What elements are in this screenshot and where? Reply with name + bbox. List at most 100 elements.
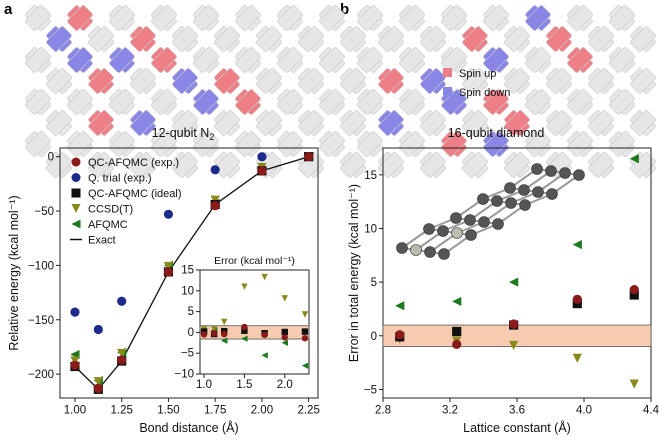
atom bbox=[532, 186, 544, 198]
atom bbox=[438, 248, 450, 260]
qubit-cross bbox=[483, 131, 509, 157]
qubit-cross bbox=[214, 110, 240, 136]
qubit-cross bbox=[462, 152, 488, 178]
y-tick-label: −5 bbox=[364, 384, 377, 396]
qubit-cross bbox=[214, 152, 240, 178]
qubit-cross bbox=[504, 26, 530, 52]
legend-entry: AFQMC bbox=[88, 219, 128, 231]
plot-frame bbox=[382, 147, 652, 399]
atom bbox=[504, 182, 516, 194]
qubit-cross bbox=[256, 68, 282, 94]
qubit-cross bbox=[88, 152, 114, 178]
qubit-cross bbox=[546, 26, 572, 52]
qubit-cross bbox=[67, 5, 93, 31]
x-axis-label: Bond distance (Å) bbox=[139, 420, 238, 435]
inset-title: Error (kcal mol⁻¹) bbox=[214, 255, 295, 267]
y-tick-label: −5 bbox=[181, 348, 194, 360]
qubit-cross bbox=[378, 152, 404, 178]
qubit-cross bbox=[193, 5, 219, 31]
atom bbox=[519, 199, 531, 211]
qubit-cross bbox=[504, 110, 530, 136]
qubit-cross bbox=[567, 47, 593, 73]
point-qc-afqmc-exp bbox=[572, 294, 582, 304]
qubit-cross bbox=[172, 26, 198, 52]
chart-a-inset: 1.0 1.5 2.0 15 10 5 0 −5 −10 Error (kcal mol⁻¹) bbox=[174, 255, 310, 391]
qubit-cross bbox=[235, 131, 261, 157]
point-qc-afqmc-exp bbox=[261, 331, 268, 339]
point-qc-afqmc-ideal bbox=[452, 326, 462, 337]
lattice-a bbox=[25, 5, 366, 178]
y-tick-label: 10 bbox=[181, 285, 194, 297]
qubit-cross bbox=[151, 89, 177, 115]
qubit-cross bbox=[46, 110, 72, 136]
caption-a: 12-qubit N2 bbox=[152, 126, 215, 142]
qubit-cross bbox=[630, 26, 656, 52]
qubit-cross bbox=[420, 26, 446, 52]
atom bbox=[478, 216, 490, 228]
atom bbox=[410, 244, 422, 256]
point-qc-afqmc-exp bbox=[304, 152, 314, 162]
qubit-cross bbox=[151, 131, 177, 157]
qubit-cross bbox=[151, 5, 177, 31]
atom bbox=[423, 223, 435, 235]
qubit-cross bbox=[357, 89, 383, 115]
legend-entry: Exact bbox=[88, 235, 116, 247]
atom bbox=[451, 227, 463, 239]
qubit-cross bbox=[588, 152, 614, 178]
spin-down-label: Spin down bbox=[459, 87, 510, 99]
atom bbox=[491, 195, 503, 207]
point-qc-afqmc-exp bbox=[257, 166, 267, 176]
atom bbox=[450, 212, 462, 224]
x-tick-label: 1.00 bbox=[64, 405, 86, 417]
x-tick-label: 1.75 bbox=[204, 405, 226, 417]
x-tick-label: 2.0 bbox=[277, 379, 293, 391]
qubit-cross bbox=[378, 26, 404, 52]
qubit-cross bbox=[546, 110, 572, 136]
qubit-cross bbox=[441, 131, 467, 157]
qubit-cross bbox=[319, 131, 345, 157]
qubit-cross bbox=[298, 110, 324, 136]
point-qc-afqmc-exp bbox=[452, 339, 462, 349]
point-afqmc bbox=[241, 335, 248, 342]
atom bbox=[531, 163, 543, 175]
qubit-cross bbox=[214, 26, 240, 52]
x-tick-label: 2.00 bbox=[251, 405, 273, 417]
y-tick-label: 5 bbox=[371, 277, 377, 289]
legend-swatch bbox=[71, 219, 81, 229]
qubit-cross bbox=[214, 68, 240, 94]
atom bbox=[396, 242, 408, 254]
x-tick-label: 1.0 bbox=[196, 379, 212, 391]
qubit-cross bbox=[235, 89, 261, 115]
atom bbox=[573, 169, 585, 181]
point-qc-afqmc-exp bbox=[395, 330, 405, 340]
qubit-cross bbox=[630, 68, 656, 94]
x-tick-label: 2.8 bbox=[375, 405, 391, 417]
x-tick-label: 4.4 bbox=[643, 405, 660, 417]
legend-entry: CCSD(T) bbox=[88, 204, 133, 216]
qubit-cross bbox=[130, 110, 156, 136]
qubit-cross bbox=[504, 68, 530, 94]
plot-frame bbox=[59, 147, 319, 399]
qubit-cross bbox=[546, 68, 572, 94]
point-qc-afqmc-exp bbox=[509, 319, 519, 329]
lattice-legend: Spin up Spin down bbox=[443, 68, 510, 99]
qubit-cross bbox=[357, 47, 383, 73]
qubit-cross bbox=[172, 152, 198, 178]
qubit-cross bbox=[340, 110, 366, 136]
x-axis-label: Lattice constant (Å) bbox=[463, 420, 571, 435]
qubit-cross bbox=[193, 131, 219, 157]
legend-entry: Q. trial (exp.) bbox=[88, 173, 152, 185]
qubit-cross bbox=[46, 68, 72, 94]
qubit-cross bbox=[46, 152, 72, 178]
point-qc-afqmc-exp bbox=[200, 331, 208, 338]
qubit-cross bbox=[420, 68, 446, 94]
caption-b: 16-qubit diamond bbox=[448, 126, 545, 140]
point-q-trial-exp bbox=[117, 296, 127, 306]
qubit-cross bbox=[483, 5, 509, 31]
x-tick-label: 4.0 bbox=[576, 405, 592, 417]
qubit-cross bbox=[441, 5, 467, 31]
qubit-cross bbox=[319, 89, 345, 115]
point-ccsd-t bbox=[629, 379, 639, 389]
qubit-cross bbox=[340, 152, 366, 178]
diamond-crystal-image bbox=[396, 163, 585, 260]
